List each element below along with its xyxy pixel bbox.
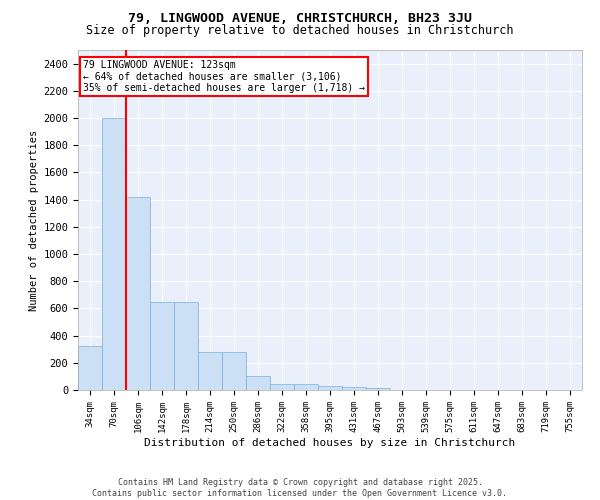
Text: Size of property relative to detached houses in Christchurch: Size of property relative to detached ho… [86,24,514,37]
Text: 79, LINGWOOD AVENUE, CHRISTCHURCH, BH23 3JU: 79, LINGWOOD AVENUE, CHRISTCHURCH, BH23 … [128,12,472,26]
Text: 79 LINGWOOD AVENUE: 123sqm
← 64% of detached houses are smaller (3,106)
35% of s: 79 LINGWOOD AVENUE: 123sqm ← 64% of deta… [83,60,365,94]
Bar [102,118,126,390]
Bar [150,302,174,390]
Bar [198,352,222,390]
Bar [294,384,318,390]
Text: Contains HM Land Registry data © Crown copyright and database right 2025.
Contai: Contains HM Land Registry data © Crown c… [92,478,508,498]
Bar [246,376,270,390]
Y-axis label: Number of detached properties: Number of detached properties [29,130,39,310]
X-axis label: Distribution of detached houses by size in Christchurch: Distribution of detached houses by size … [145,438,515,448]
Bar [174,302,198,390]
Bar [126,197,150,390]
Bar [342,388,366,390]
Bar [366,388,390,390]
Bar [318,386,342,390]
Bar [222,352,246,390]
Bar [78,346,102,390]
Bar [270,384,294,390]
